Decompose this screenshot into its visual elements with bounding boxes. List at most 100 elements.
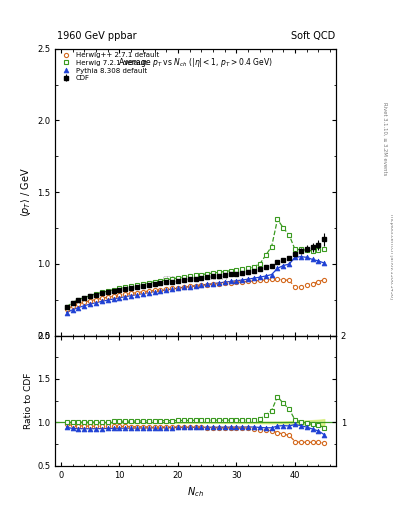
Herwig++ 2.7.1 default — [123, 291, 128, 297]
X-axis label: $N_{ch}$: $N_{ch}$ — [187, 485, 204, 499]
Herwig 7.2.1 default — [99, 289, 104, 295]
Herwig++ 2.7.1 default — [99, 295, 104, 302]
Herwig++ 2.7.1 default — [135, 290, 140, 296]
Pythia 8.308 default — [111, 296, 116, 302]
Herwig 7.2.1 default — [140, 281, 145, 287]
Herwig 7.2.1 default — [70, 300, 75, 306]
Pythia 8.308 default — [170, 286, 174, 292]
Herwig++ 2.7.1 default — [129, 290, 134, 296]
Herwig 7.2.1 default — [64, 304, 69, 310]
Pythia 8.308 default — [275, 265, 280, 271]
Pythia 8.308 default — [240, 277, 245, 283]
Pythia 8.308 default — [310, 257, 315, 263]
Herwig++ 2.7.1 default — [182, 284, 186, 290]
Herwig 7.2.1 default — [187, 273, 192, 280]
Herwig++ 2.7.1 default — [305, 282, 309, 288]
Y-axis label: Ratio to CDF: Ratio to CDF — [24, 373, 33, 429]
Pythia 8.308 default — [70, 307, 75, 313]
Pythia 8.308 default — [316, 258, 321, 264]
Herwig++ 2.7.1 default — [293, 284, 298, 290]
Herwig 7.2.1 default — [164, 277, 169, 283]
Pythia 8.308 default — [129, 292, 134, 298]
Herwig 7.2.1 default — [252, 264, 256, 270]
Herwig++ 2.7.1 default — [152, 287, 157, 293]
Text: CDF_2009_S8233977: CDF_2009_S8233977 — [162, 275, 229, 281]
Herwig 7.2.1 default — [322, 246, 327, 252]
Herwig++ 2.7.1 default — [228, 280, 233, 286]
Herwig 7.2.1 default — [281, 225, 286, 231]
Herwig++ 2.7.1 default — [158, 287, 163, 293]
Herwig 7.2.1 default — [182, 274, 186, 280]
Herwig 7.2.1 default — [234, 267, 239, 273]
Text: mcplots.cern.ch [arXiv:1306.3436]: mcplots.cern.ch [arXiv:1306.3436] — [389, 214, 393, 298]
Herwig 7.2.1 default — [299, 246, 303, 252]
Herwig++ 2.7.1 default — [193, 283, 198, 289]
Herwig++ 2.7.1 default — [70, 303, 75, 309]
Herwig++ 2.7.1 default — [322, 276, 327, 283]
Herwig++ 2.7.1 default — [299, 284, 303, 290]
Pythia 8.308 default — [176, 285, 180, 291]
Herwig 7.2.1 default — [146, 280, 151, 286]
Herwig++ 2.7.1 default — [252, 278, 256, 284]
Herwig 7.2.1 default — [170, 276, 174, 282]
Pythia 8.308 default — [293, 254, 298, 261]
Pythia 8.308 default — [205, 281, 209, 287]
Pythia 8.308 default — [193, 283, 198, 289]
Herwig 7.2.1 default — [152, 279, 157, 285]
Text: Average $p_T$ vs $N_{ch}$ ($|\eta| < 1$, $p_T > 0.4$ GeV): Average $p_T$ vs $N_{ch}$ ($|\eta| < 1$,… — [118, 56, 273, 69]
Herwig 7.2.1 default — [228, 268, 233, 274]
Pythia 8.308 default — [187, 284, 192, 290]
Line: Pythia 8.308 default: Pythia 8.308 default — [64, 254, 327, 315]
Pythia 8.308 default — [257, 274, 262, 280]
Herwig 7.2.1 default — [158, 278, 163, 284]
Herwig 7.2.1 default — [310, 248, 315, 254]
Pythia 8.308 default — [281, 263, 286, 269]
Herwig++ 2.7.1 default — [199, 282, 204, 288]
Herwig++ 2.7.1 default — [105, 294, 110, 301]
Herwig++ 2.7.1 default — [222, 280, 227, 286]
Herwig++ 2.7.1 default — [170, 285, 174, 291]
Pythia 8.308 default — [211, 281, 215, 287]
Pythia 8.308 default — [199, 282, 204, 288]
Herwig 7.2.1 default — [275, 216, 280, 222]
Herwig 7.2.1 default — [240, 266, 245, 272]
Y-axis label: $\langle p_T \rangle$ / GeV: $\langle p_T \rangle$ / GeV — [19, 167, 33, 217]
Pythia 8.308 default — [94, 300, 98, 306]
Herwig++ 2.7.1 default — [117, 292, 122, 298]
Herwig++ 2.7.1 default — [240, 279, 245, 285]
Herwig 7.2.1 default — [211, 270, 215, 276]
Herwig++ 2.7.1 default — [88, 298, 92, 304]
Herwig 7.2.1 default — [88, 292, 92, 298]
Herwig 7.2.1 default — [111, 287, 116, 293]
Pythia 8.308 default — [164, 287, 169, 293]
Herwig++ 2.7.1 default — [281, 277, 286, 283]
Herwig 7.2.1 default — [287, 232, 292, 238]
Herwig++ 2.7.1 default — [76, 301, 81, 307]
Herwig 7.2.1 default — [293, 246, 298, 252]
Pythia 8.308 default — [322, 260, 327, 266]
Herwig++ 2.7.1 default — [164, 286, 169, 292]
Herwig 7.2.1 default — [135, 282, 140, 288]
Herwig++ 2.7.1 default — [310, 281, 315, 287]
Pythia 8.308 default — [135, 291, 140, 297]
Herwig 7.2.1 default — [94, 291, 98, 297]
Pythia 8.308 default — [146, 290, 151, 296]
Herwig++ 2.7.1 default — [82, 299, 86, 305]
Pythia 8.308 default — [140, 291, 145, 297]
Pythia 8.308 default — [99, 298, 104, 305]
Pythia 8.308 default — [228, 279, 233, 285]
Herwig 7.2.1 default — [129, 283, 134, 289]
Herwig++ 2.7.1 default — [140, 289, 145, 295]
Pythia 8.308 default — [269, 271, 274, 278]
Herwig++ 2.7.1 default — [94, 296, 98, 303]
Pythia 8.308 default — [158, 288, 163, 294]
Herwig 7.2.1 default — [305, 247, 309, 253]
Line: Herwig++ 2.7.1 default: Herwig++ 2.7.1 default — [64, 277, 327, 311]
Herwig++ 2.7.1 default — [211, 281, 215, 287]
Herwig 7.2.1 default — [316, 247, 321, 253]
Text: Soft QCD: Soft QCD — [290, 31, 335, 41]
Herwig++ 2.7.1 default — [146, 288, 151, 294]
Pythia 8.308 default — [217, 280, 221, 286]
Herwig++ 2.7.1 default — [187, 283, 192, 289]
Pythia 8.308 default — [222, 279, 227, 285]
